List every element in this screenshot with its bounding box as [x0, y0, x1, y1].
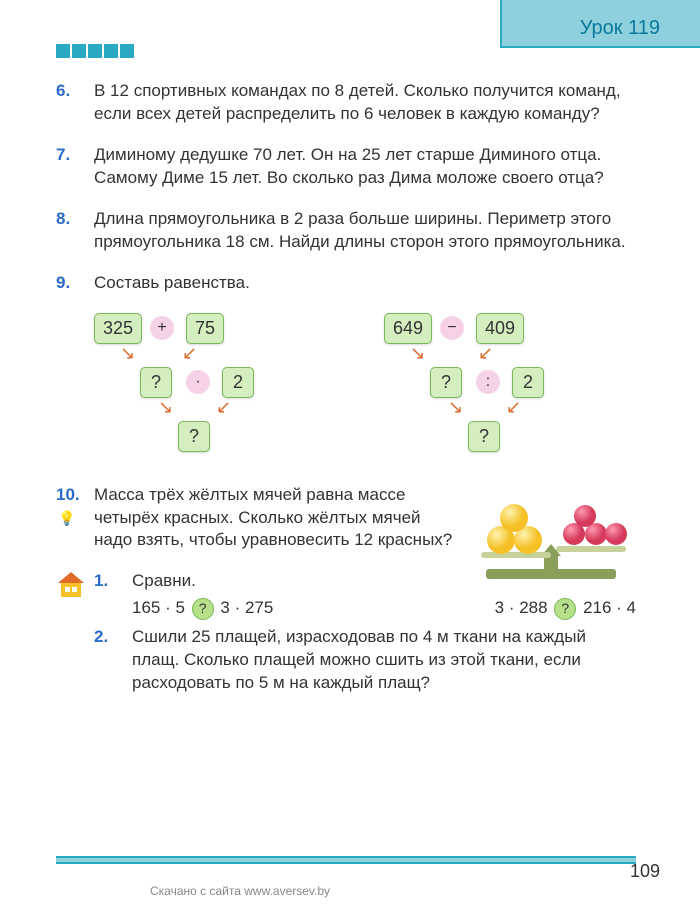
connector-icon: ↘: [158, 397, 173, 418]
equation-left: 325 + 75 ↘ ↙ ? · 2 ↘ ↙ ?: [86, 313, 316, 468]
problem-text: В 12 спортивных командах по 8 детей. Ско…: [94, 80, 636, 126]
problem-number: 9.: [56, 272, 94, 295]
connector-icon: ↘: [410, 343, 425, 364]
problem-8: 8. Длина прямоугольника в 2 раза больше …: [56, 208, 636, 254]
connector-icon: ↙: [182, 343, 197, 364]
lightbulb-icon: 💡: [58, 510, 75, 526]
chip-c: 2: [222, 367, 254, 398]
connector-icon: ↘: [120, 343, 135, 364]
equations-row: 325 + 75 ↘ ↙ ? · 2 ↘ ↙ ? 649 − 409 ↘ ↙ ?…: [56, 313, 636, 468]
chip-q1: ?: [140, 367, 172, 398]
problem-7: 7. Диминому дедушке 70 лет. Он на 25 лет…: [56, 144, 636, 190]
problem-9: 9. Составь равенства.: [56, 272, 636, 295]
problem-text: Сравни. 165 · 5 ? 3 · 275 3 · 288 ? 216 …: [132, 570, 636, 620]
problem-number: 2.: [94, 626, 132, 695]
compare-left: 165 · 5 ? 3 · 275: [132, 597, 273, 620]
chip-q2: ?: [178, 421, 210, 452]
problem-number: 6.: [56, 80, 94, 126]
problem-number: 7.: [56, 144, 94, 190]
op-div: :: [476, 370, 500, 394]
page-content: 6. В 12 спортивных командах по 8 детей. …: [56, 80, 636, 713]
op-dot: ·: [186, 370, 210, 394]
credit-text: Скачано с сайта www.aversev.by: [150, 884, 330, 898]
chip-b: 409: [476, 313, 524, 344]
decor-squares: [56, 44, 134, 58]
connector-icon: ↙: [506, 397, 521, 418]
page-number: 109: [630, 861, 660, 882]
equation-right: 649 − 409 ↘ ↙ ? : 2 ↘ ↙ ?: [376, 313, 606, 468]
chip-q1: ?: [430, 367, 462, 398]
compare-row: 165 · 5 ? 3 · 275 3 · 288 ? 216 · 4: [132, 597, 636, 620]
chip-c: 2: [512, 367, 544, 398]
problem-text: Диминому дедушке 70 лет. Он на 25 лет ст…: [94, 144, 636, 190]
problem-number: 1.: [94, 570, 132, 620]
problem-number: 8.: [56, 208, 94, 254]
footer-bar: [56, 856, 636, 864]
hw-2: 2. Сшили 25 плащей, израсходовав по 4 м …: [94, 626, 636, 695]
homework-block: 1. Сравни. 165 · 5 ? 3 · 275 3 · 288 ? 2…: [94, 570, 636, 695]
connector-icon: ↙: [478, 343, 493, 364]
problem-10: 10.💡 Масса трёх жёлтых мячей равна массе…: [56, 484, 636, 553]
problem-number: 10.💡: [56, 484, 94, 553]
problem-6: 6. В 12 спортивных командах по 8 детей. …: [56, 80, 636, 126]
problem-text: Сшили 25 плащей, израсходовав по 4 м тка…: [132, 626, 636, 695]
compare-right: 3 · 288 ? 216 · 4: [495, 597, 636, 620]
compare-placeholder: ?: [554, 598, 576, 620]
compare-placeholder: ?: [192, 598, 214, 620]
house-icon: [56, 570, 86, 600]
op-minus: −: [440, 316, 464, 340]
lesson-label: Урок 119: [580, 17, 660, 40]
chip-a: 649: [384, 313, 432, 344]
problem-text: Составь равенства.: [94, 272, 636, 295]
hw-1: 1. Сравни. 165 · 5 ? 3 · 275 3 · 288 ? 2…: [94, 570, 636, 620]
chip-a: 325: [94, 313, 142, 344]
connector-icon: ↘: [448, 397, 463, 418]
chip-q2: ?: [468, 421, 500, 452]
problem-text: Длина прямоугольника в 2 раза больше шир…: [94, 208, 636, 254]
connector-icon: ↙: [216, 397, 231, 418]
lesson-tab: Урок 119: [500, 0, 700, 48]
chip-b: 75: [186, 313, 224, 344]
op-plus: +: [150, 316, 174, 340]
